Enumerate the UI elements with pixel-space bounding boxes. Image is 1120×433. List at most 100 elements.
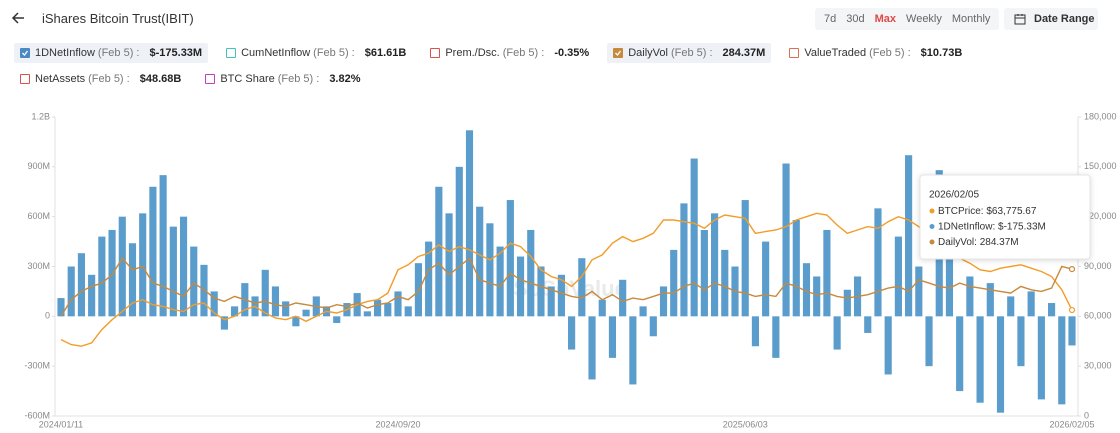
legend-chip[interactable]: CumNetInflow (Feb 5) : $61.61B [220,43,412,63]
range-button[interactable]: Weekly [906,13,942,25]
y2-tick-label: 120,000 [1084,211,1117,221]
checkbox[interactable] [613,48,624,58]
bar [905,155,913,317]
tooltip-item: 1DNetInflow: $-175.33M [938,221,1046,232]
tooltip-item: DailyVol: 284.37M [938,237,1019,248]
bar [169,226,177,317]
chip-label: ValueTraded [804,47,867,59]
bar [568,316,576,350]
checkbox[interactable] [205,74,216,84]
bar [629,316,637,385]
checkbox[interactable] [20,74,30,84]
checkbox[interactable] [789,48,800,58]
line [60,257,1073,317]
bar [690,158,698,317]
legend-chip[interactable]: DailyVol (Feb 5) : 284.37M [607,43,772,63]
bar [1048,303,1056,317]
bar [486,223,494,317]
hover-dot [1068,265,1076,273]
bar [884,316,892,375]
chip-value: -0.35% [554,47,590,59]
legend-chip[interactable]: BTC Share (Feb 5) : 3.82% [199,69,366,89]
checkbox[interactable] [20,48,30,58]
bar [445,213,453,317]
x-tick-label: 2026/02/05 [1049,419,1094,429]
checkbox[interactable] [430,48,441,58]
bar [751,316,759,347]
x-tick-label: 2024/01/11 [39,419,83,429]
legend-chip[interactable]: 1DNetInflow (Feb 5) : $-175.33M [14,43,209,63]
range-button[interactable]: 30d [846,13,865,25]
chip-value: $10.73B [920,47,963,59]
bar [976,316,984,403]
bar [220,316,228,330]
bar [496,246,504,317]
y2-tick-label: 60,000 [1084,311,1112,321]
bar [547,286,555,317]
legend-chips: 1DNetInflow (Feb 5) : $-175.33M CumNetInflo… [14,43,1084,89]
bar [762,241,770,317]
tooltip-dot [929,224,935,229]
legend-chip[interactable]: Prem./Dsc. (Feb 5) : -0.35% [424,43,595,63]
bar [864,316,872,333]
bar [874,208,882,317]
bar [435,186,443,317]
y-tick-label: -300M [24,361,50,371]
calendar-icon [1014,14,1026,25]
chip-value: 284.37M [722,47,766,59]
bar [649,316,657,337]
legend-chip[interactable]: ValueTraded (Feb 5) : $10.73B [783,43,968,63]
y2-tick-label: 0 [1084,410,1089,420]
chip-label: 1DNetInflow [35,47,95,59]
y-tick-label: 1.2B [31,111,50,121]
chip-date: (Feb 5) : [502,47,545,59]
bar [465,130,474,317]
tooltip-box [919,174,1091,260]
chip-label: NetAssets [35,73,86,85]
y-tick-label: 300M [27,261,50,271]
bar [149,186,157,317]
bar [598,299,606,317]
chip-label: BTC Share [220,73,275,85]
y2-tick-label: 180,000 [1084,111,1117,121]
title: iShares Bitcoin Trust(IBIT) [42,11,194,26]
chip-value: 3.82% [329,73,361,85]
bar [721,249,729,317]
bar [619,279,627,317]
line [60,212,1073,347]
range-button[interactable]: Max [874,13,897,25]
chip-date: (Feb 5) : [670,47,713,59]
checkbox[interactable] [226,48,237,58]
x-tick-label: 2024/09/20 [375,419,420,429]
bar [578,258,586,317]
bar [680,203,688,317]
bar [813,276,821,317]
bar [282,301,290,317]
bar [139,213,147,317]
bar [231,306,239,317]
bar [915,266,923,317]
chip-date: (Feb 5) : [88,73,130,85]
back-button[interactable] [10,10,26,26]
date-range-label: Date Range [1034,13,1095,25]
bar [1007,296,1015,317]
bar [333,316,341,323]
tooltip-value: : 284.37M [974,237,1018,248]
bar [843,289,851,317]
range-button[interactable]: 7d [824,13,837,25]
bar [67,266,75,317]
y2-tick-label: 30,000 [1084,361,1112,371]
date-range-button[interactable]: Date Range [1004,8,1098,30]
bar [271,286,280,317]
range-button[interactable]: Monthly [951,13,991,25]
chip-label: Prem./Dsc. [445,47,500,59]
chip-date: (Feb 5) : [869,47,911,59]
bar [996,316,1005,413]
bar [384,303,392,317]
bar [986,283,994,317]
tooltip-dot [929,208,935,214]
bar [1068,316,1076,346]
legend-chip[interactable]: NetAssets (Feb 5) : $48.68B [14,69,187,89]
bar [159,175,167,317]
